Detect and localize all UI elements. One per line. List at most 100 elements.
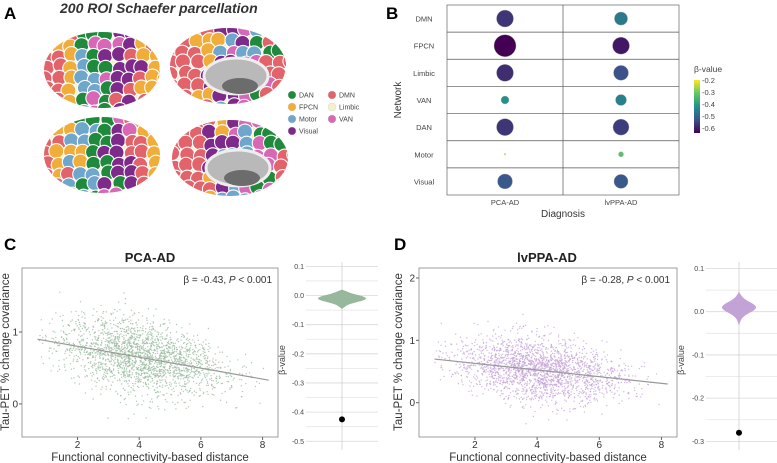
scatter-point bbox=[536, 358, 538, 360]
scatter-point bbox=[480, 357, 482, 359]
scatter-point bbox=[196, 364, 198, 367]
scatter-point bbox=[544, 379, 546, 381]
scatter-point bbox=[525, 398, 528, 401]
scatter-point bbox=[587, 380, 589, 382]
scatter-point bbox=[131, 327, 133, 329]
scatter-point bbox=[561, 380, 563, 382]
scatter-point bbox=[113, 330, 115, 333]
scatter-point bbox=[78, 341, 80, 343]
scatter-point bbox=[577, 394, 579, 397]
scatter-point bbox=[536, 352, 538, 354]
scatter-point bbox=[503, 374, 505, 376]
scatter-point bbox=[91, 352, 94, 354]
scatter-point bbox=[159, 375, 161, 377]
scatter-point bbox=[103, 371, 106, 374]
scatter-point bbox=[137, 380, 139, 382]
scatter-point bbox=[500, 334, 503, 337]
scatter-point bbox=[94, 363, 96, 365]
scatter-point bbox=[568, 346, 570, 348]
scatter-point bbox=[100, 393, 102, 395]
scatter-point bbox=[491, 376, 493, 378]
scatter-point bbox=[157, 333, 160, 336]
scatter-point bbox=[534, 365, 536, 367]
regression-line bbox=[37, 338, 269, 381]
scatter-point bbox=[539, 354, 542, 357]
scatter-point bbox=[168, 370, 170, 372]
scatter-point bbox=[188, 380, 190, 382]
scatter-point bbox=[585, 378, 587, 381]
scatter-point bbox=[578, 402, 581, 405]
scatter-point bbox=[468, 380, 471, 382]
scatter-point bbox=[187, 382, 189, 384]
scatter-point bbox=[197, 376, 199, 378]
scatter-point bbox=[558, 374, 560, 376]
scatter-point bbox=[606, 390, 608, 392]
scatter-point bbox=[555, 376, 557, 378]
scatter-point bbox=[497, 371, 499, 374]
y-tick-label: -0.2 bbox=[692, 396, 704, 403]
scatter-point bbox=[513, 374, 515, 376]
scatter-point bbox=[142, 364, 144, 366]
scatter-point bbox=[524, 364, 527, 367]
scatter-point bbox=[124, 377, 126, 379]
scatter-point bbox=[560, 392, 562, 394]
scatter-point bbox=[591, 360, 593, 362]
scatter-point bbox=[595, 378, 597, 380]
scatter-point bbox=[558, 353, 560, 355]
bubble-dmn-pca-ad bbox=[496, 9, 514, 28]
scatter-point bbox=[79, 330, 82, 332]
legend-item-van: VAN bbox=[327, 114, 353, 124]
scatter-point bbox=[180, 336, 183, 338]
scatter-point bbox=[552, 347, 554, 349]
scatter-point bbox=[647, 383, 649, 386]
scatter-point bbox=[521, 353, 523, 355]
scatter-point bbox=[147, 376, 149, 379]
scatter-point bbox=[82, 338, 85, 340]
scatter-point bbox=[107, 353, 109, 355]
scatter-point bbox=[102, 362, 104, 365]
scatter-point bbox=[114, 356, 117, 359]
scatter-point bbox=[524, 376, 526, 379]
scatter-point bbox=[541, 383, 543, 385]
scatter-point bbox=[577, 379, 579, 382]
scatter-point bbox=[597, 388, 599, 390]
scatter-point bbox=[585, 342, 587, 345]
scatter-point bbox=[582, 377, 584, 380]
scatter-point bbox=[150, 346, 152, 348]
brain-parcel bbox=[258, 85, 275, 103]
scatter-point bbox=[70, 320, 72, 322]
scatter-point bbox=[102, 312, 104, 314]
scatter-point bbox=[176, 339, 178, 341]
scatter-point bbox=[161, 352, 163, 355]
scatter-point bbox=[212, 361, 215, 364]
scatter-point bbox=[501, 384, 503, 386]
scatter-point bbox=[190, 371, 193, 373]
scatter-point bbox=[168, 349, 170, 351]
scatter-point bbox=[164, 365, 166, 368]
scatter-point bbox=[124, 347, 126, 349]
scatter-point bbox=[467, 365, 469, 367]
scatter-point bbox=[150, 334, 153, 337]
scatter-point bbox=[53, 348, 55, 350]
scatter-point bbox=[105, 372, 107, 374]
scatter-point bbox=[569, 375, 572, 377]
scatter-y-label-pca: Tau-PET % change covariance bbox=[0, 273, 12, 431]
scatter-point bbox=[229, 374, 232, 376]
scatter-point bbox=[171, 389, 173, 391]
scatter-title-lvppa: lvPPA-AD bbox=[517, 250, 577, 265]
scatter-point bbox=[174, 351, 176, 353]
scatter-point bbox=[138, 334, 141, 336]
scatter-point bbox=[554, 374, 557, 377]
scatter-point bbox=[575, 355, 577, 357]
scatter-point bbox=[545, 366, 547, 369]
scatter-point bbox=[197, 339, 199, 342]
scatter-point bbox=[601, 381, 603, 384]
legend-label: DAN bbox=[299, 93, 314, 100]
scatter-point bbox=[504, 381, 506, 384]
scatter-point bbox=[165, 351, 168, 353]
scatter-point bbox=[480, 361, 483, 363]
scatter-point bbox=[215, 363, 217, 365]
scatter-point bbox=[123, 398, 126, 401]
scatter-point bbox=[584, 405, 587, 408]
